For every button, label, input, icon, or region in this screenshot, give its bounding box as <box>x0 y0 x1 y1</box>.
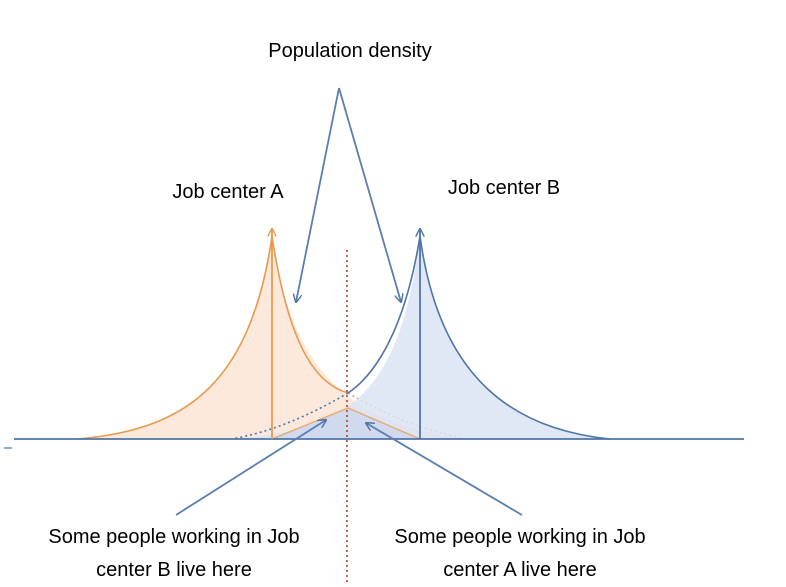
left-note-pointer <box>175 420 326 516</box>
job-center-b-density-curve-left <box>347 235 421 394</box>
right-note-pointer <box>366 423 523 516</box>
left-overlap-note-line2: center B live here <box>96 559 252 581</box>
population-density-pointer-right <box>338 87 401 302</box>
right-overlap-note: Some people working in Job center A live… <box>394 521 645 587</box>
job-center-a-label: Job center A <box>172 181 284 203</box>
right-overlap-note-line2: center A live here <box>443 559 597 581</box>
diagram-title: Population density <box>268 40 432 62</box>
job-center-a-density-curve-right <box>271 235 349 394</box>
job-center-a-density-area <box>78 236 468 439</box>
job-center-b-label: Job center B <box>447 177 561 199</box>
job-center-a-density-curve-left <box>77 235 273 440</box>
overlap-peak-lines <box>271 407 421 440</box>
left-overlap-note-line1: Some people working in Job <box>48 526 300 548</box>
right-overlap-note-line1: Some people working in Job <box>394 526 646 548</box>
left-overlap-note: Some people working in Job center B live… <box>48 521 299 587</box>
population-density-pointer-left <box>296 87 340 302</box>
job-center-b-density-area <box>232 236 610 439</box>
job-center-b-density-tail-dotted <box>231 392 349 440</box>
job-center-b-density-curve-right <box>419 235 611 440</box>
